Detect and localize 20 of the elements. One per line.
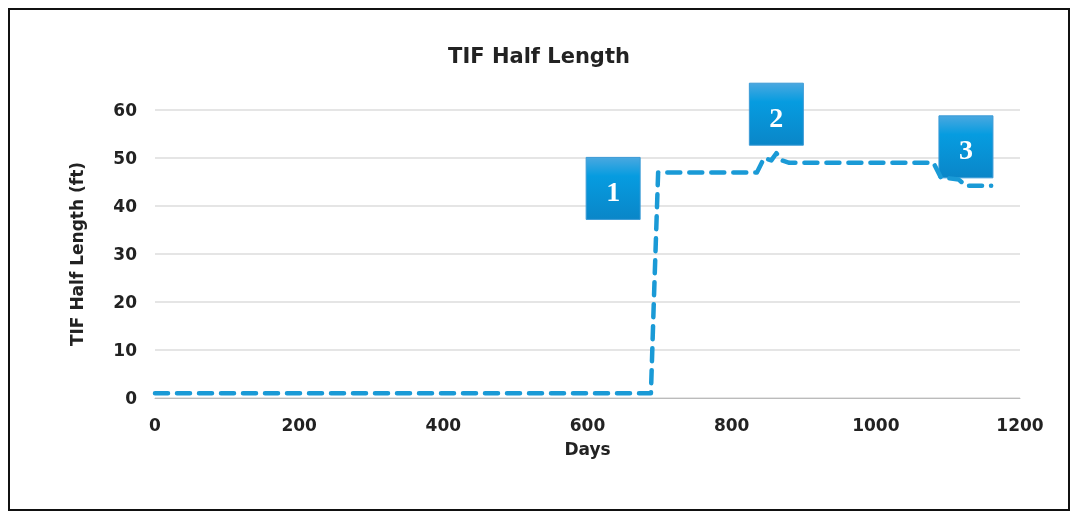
y-tick-label: 40 xyxy=(113,196,138,216)
y-tick-label: 20 xyxy=(113,292,138,312)
annotation: 1 xyxy=(606,175,621,207)
x-axis-title: Days xyxy=(564,438,611,459)
x-tick-label: 400 xyxy=(425,414,462,435)
x-tick-label: 200 xyxy=(281,414,318,435)
x-tick-label: 0 xyxy=(149,414,162,435)
x-tick-label: 1000 xyxy=(852,414,900,435)
annotation: 2 xyxy=(769,101,784,133)
y-tick-label: 60 xyxy=(113,100,138,120)
y-tick-label: 50 xyxy=(113,148,138,168)
x-tick-label: 600 xyxy=(569,414,606,435)
chart-title: TIF Half Length xyxy=(448,43,630,68)
x-tick-label: 800 xyxy=(713,414,750,435)
annotation: 3 xyxy=(958,134,973,166)
y-tick-label: 30 xyxy=(113,244,138,264)
x-tick-label: 1200 xyxy=(996,414,1044,435)
y-axis-title: TIF Half Length (ft) xyxy=(66,161,87,347)
y-tick-label: 10 xyxy=(113,340,138,360)
y-tick-label: 0 xyxy=(125,388,138,408)
